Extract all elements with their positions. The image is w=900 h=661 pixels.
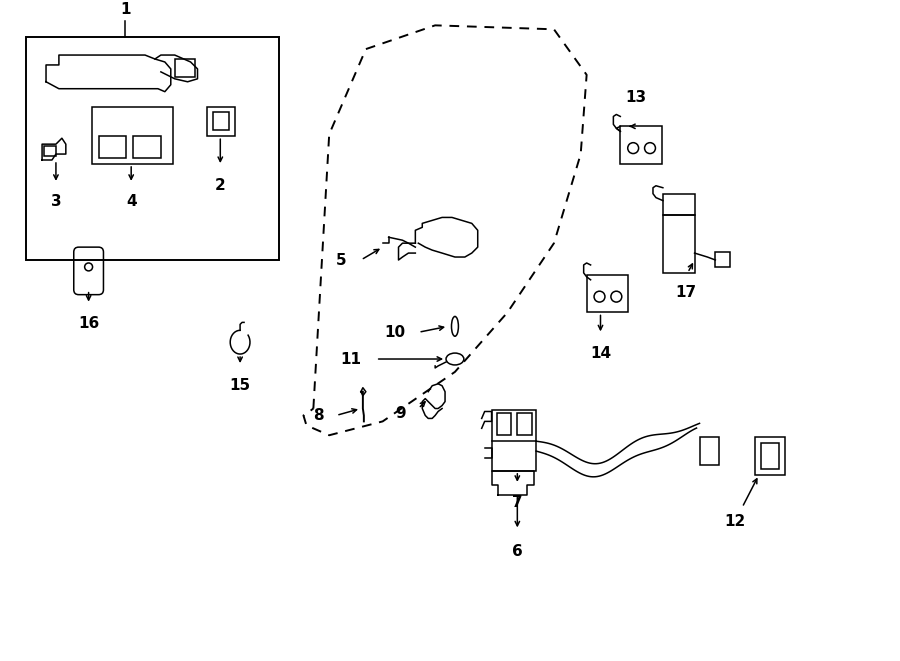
Text: 15: 15 [230,378,251,393]
Bar [518,414,532,435]
Bar [133,136,161,158]
Text: 4: 4 [126,194,137,209]
Text: 5: 5 [336,253,346,268]
Text: 14: 14 [590,346,611,361]
Bar [620,126,662,164]
Text: 16: 16 [78,317,99,331]
Text: 6: 6 [512,544,523,559]
Bar [755,437,785,475]
Text: 1: 1 [120,3,130,17]
Text: 2: 2 [215,178,226,193]
Bar [491,410,536,471]
Bar [98,136,126,158]
Bar [175,59,194,77]
Text: 17: 17 [675,285,697,299]
Text: 12: 12 [724,514,746,529]
Text: 7: 7 [512,494,523,510]
Text: 9: 9 [395,406,405,421]
Text: 3: 3 [50,194,61,209]
Bar [716,252,730,267]
Bar [92,106,173,164]
Bar [663,215,695,273]
Text: 11: 11 [340,352,361,366]
Bar [213,112,230,130]
Bar [207,106,235,136]
Text: 13: 13 [626,89,647,104]
Bar [663,194,695,215]
Bar [587,275,628,313]
Bar [44,146,56,156]
Text: 8: 8 [312,408,323,423]
Bar [699,437,719,465]
Bar [26,37,279,260]
Bar [760,443,778,469]
Bar [497,414,511,435]
Text: 10: 10 [384,325,405,340]
